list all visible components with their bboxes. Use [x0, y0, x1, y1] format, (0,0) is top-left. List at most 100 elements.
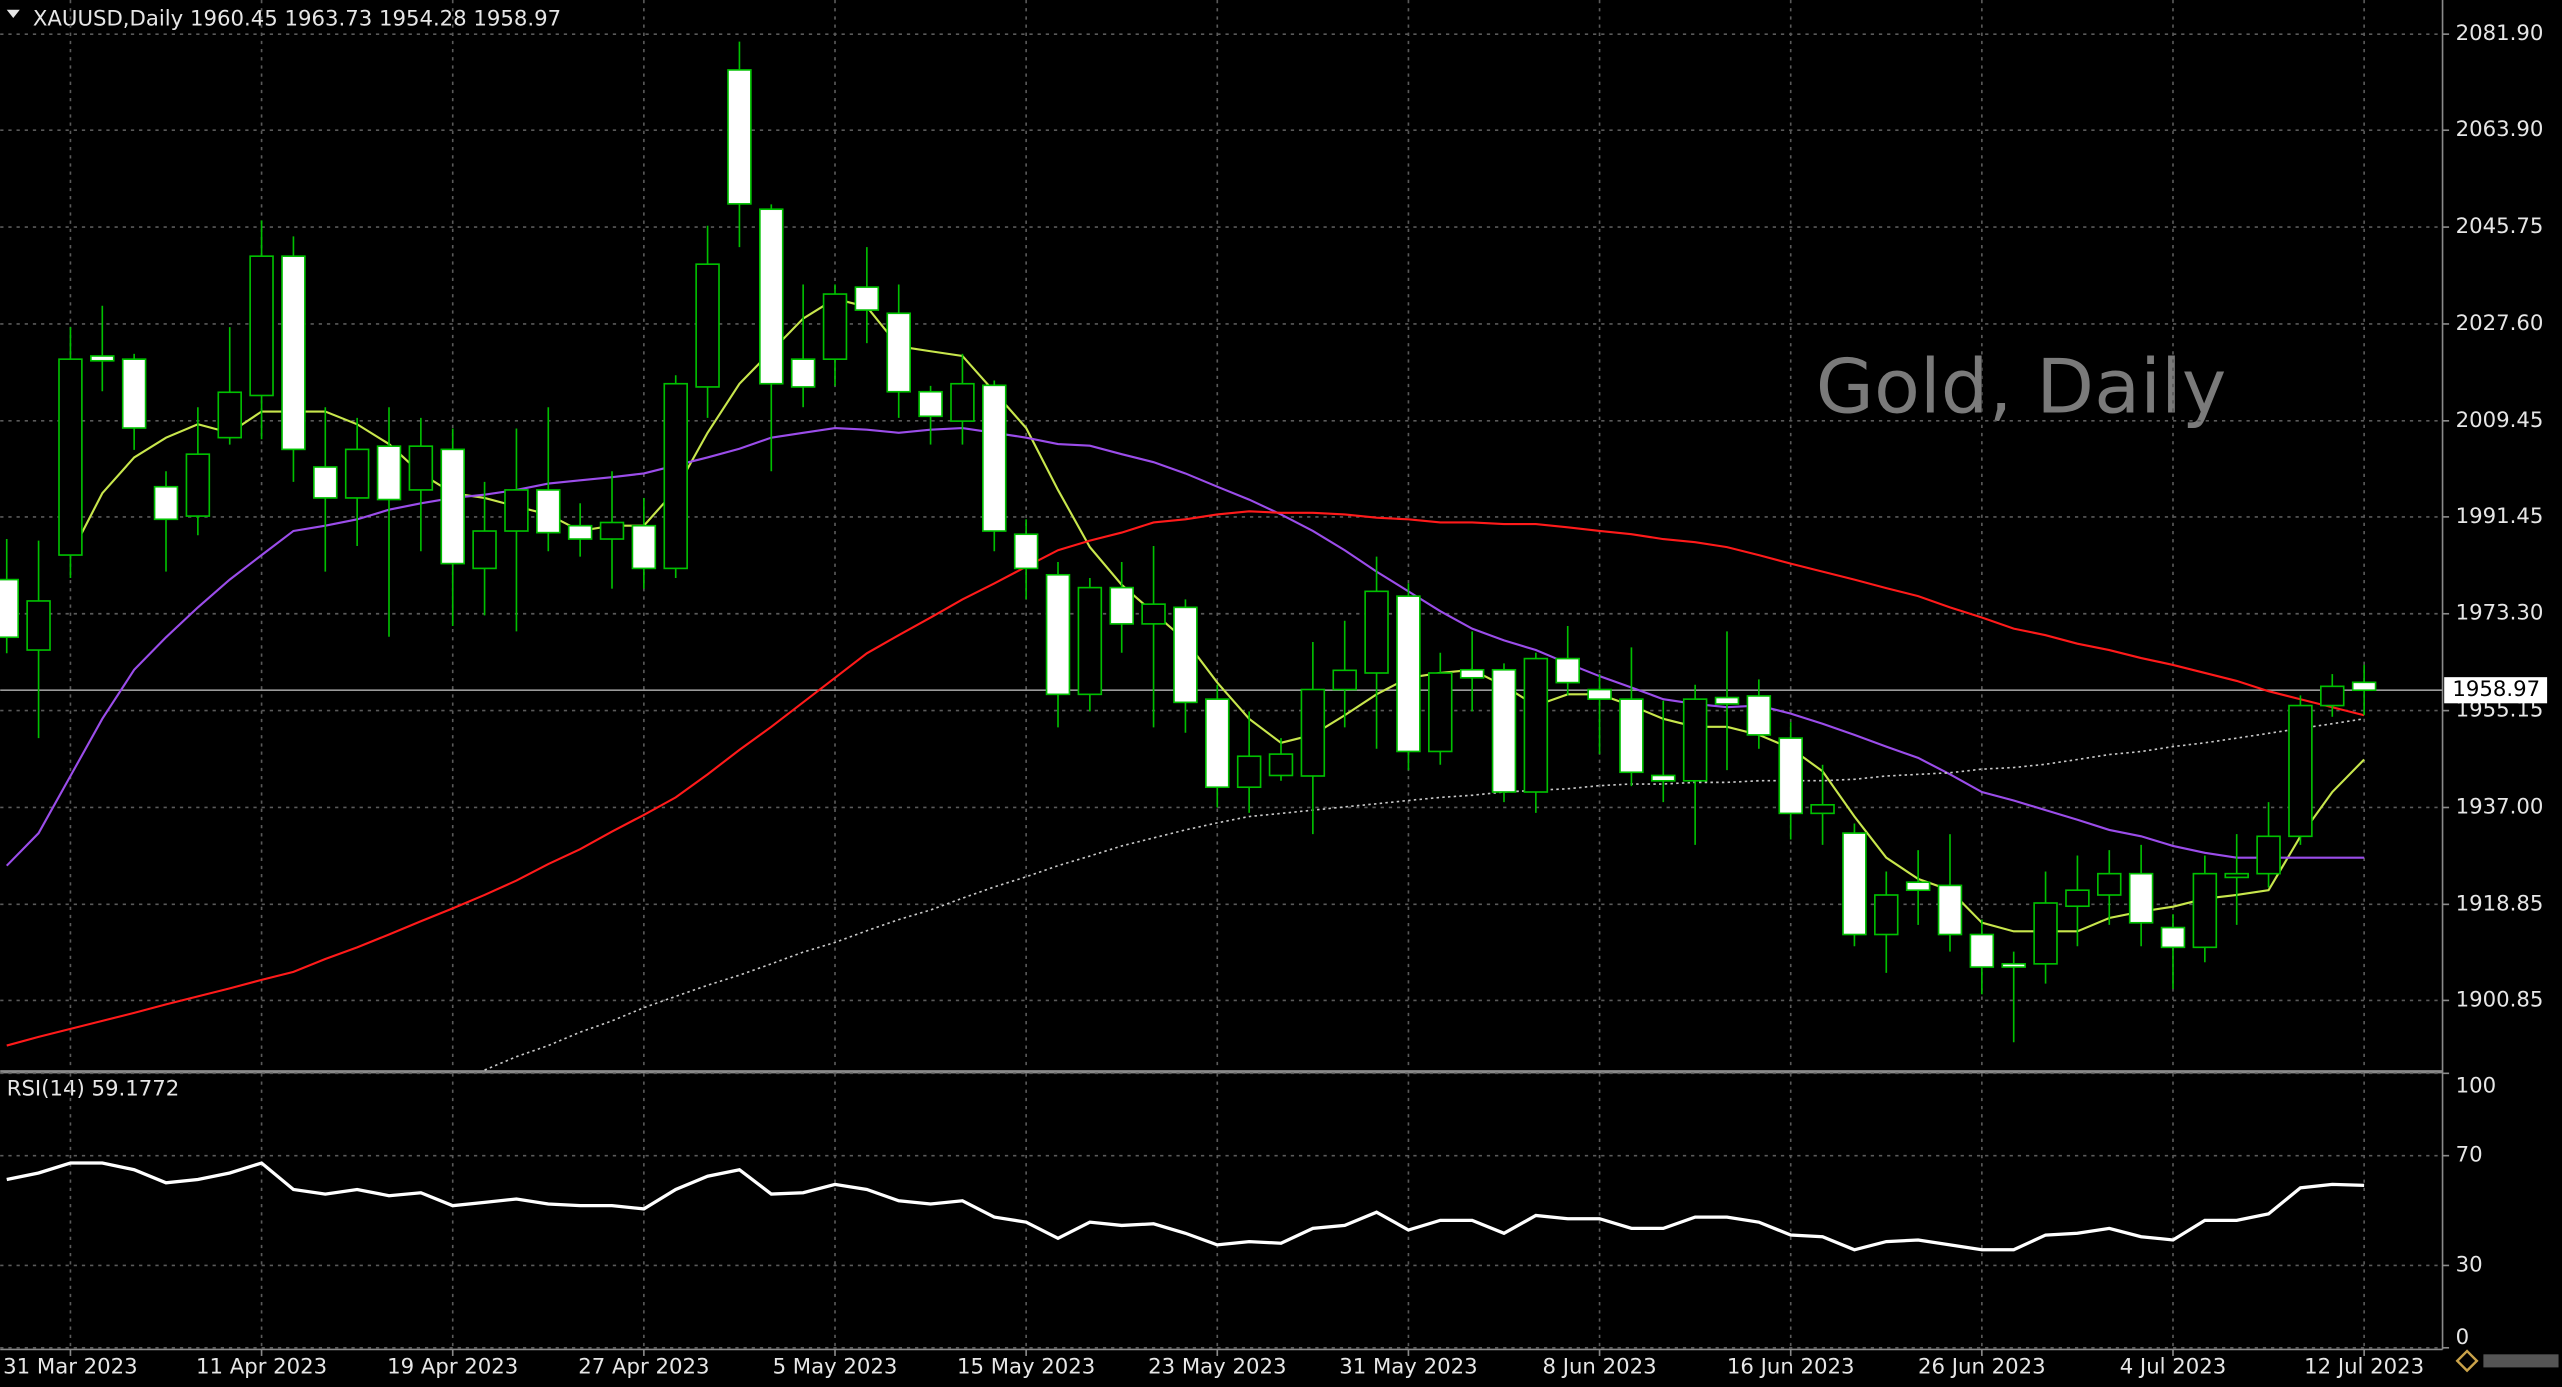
indicator-title: RSI(14) 59.1772: [7, 1077, 180, 1102]
candle-body: [822, 293, 848, 360]
candle-body: [2288, 704, 2313, 838]
candle-body: [1396, 595, 1421, 753]
candle-body: [759, 208, 784, 385]
candle-body: [1651, 774, 1676, 782]
candle-body: [631, 524, 657, 570]
y-tick-label: 2045.75: [2456, 214, 2544, 239]
candle-body: [2192, 872, 2218, 949]
x-tick-label: 26 Jun 2023: [1918, 1354, 2046, 1379]
y-tick-label: 1937.00: [2456, 794, 2544, 819]
candle-body: [185, 453, 211, 517]
candle-body: [408, 445, 434, 491]
candle-body: [1077, 586, 1103, 696]
candle-body: [472, 530, 497, 570]
candle-body: [854, 286, 880, 311]
candle-body: [1013, 533, 1039, 570]
candle-body: [1905, 881, 1931, 892]
candle-body: [1109, 586, 1134, 625]
menu-arrow[interactable]: [6, 9, 20, 18]
rsi-line: [6, 1161, 2365, 1252]
x-tick-label: 11 Apr 2023: [196, 1354, 327, 1379]
y-tick-label: 1991.45: [2456, 504, 2544, 529]
candle-body: [1141, 603, 1166, 625]
candle-body: [2097, 872, 2122, 896]
candle-body: [504, 489, 529, 532]
candle-body: [1778, 737, 1803, 815]
candle-body: [281, 255, 306, 451]
candle-body: [1746, 695, 1772, 736]
candle-body: [1205, 698, 1230, 789]
watermark: Gold, Daily: [1816, 343, 2227, 431]
candle-body: [249, 255, 274, 397]
candle-body: [313, 466, 338, 499]
y-tick-label: 30: [2456, 1252, 2483, 1277]
y-tick-label: 1973.30: [2456, 601, 2544, 626]
chart-title: XAUUSD,Daily 1960.45 1963.73 1954.28 195…: [33, 7, 561, 32]
candle-body: [1587, 688, 1612, 700]
candle-body: [2224, 872, 2249, 879]
x-tick-label: 27 Apr 2023: [578, 1354, 709, 1379]
candle-body: [790, 358, 816, 388]
x-tick-label: 31 May 2023: [1339, 1354, 1477, 1379]
x-tick-label: 31 Mar 2023: [3, 1354, 138, 1379]
x-tick-label: 16 Jun 2023: [1727, 1354, 1855, 1379]
x-tick-label: 12 Jul 2023: [2304, 1354, 2424, 1379]
candle-body: [217, 391, 242, 439]
candle-body: [2256, 835, 2281, 875]
candle-body: [1268, 753, 1294, 777]
candle-body: [1045, 573, 1071, 696]
y-tick-label: 2027.60: [2456, 311, 2544, 336]
candle-body: [1332, 669, 1357, 691]
candle-body: [1236, 755, 1262, 789]
candle-body: [58, 358, 83, 556]
candle-body: [1523, 657, 1549, 793]
x-tick-label: 8 Jun 2023: [1542, 1354, 1656, 1379]
candle-body: [1619, 698, 1644, 774]
candle-body: [440, 448, 465, 565]
candle-body: [1173, 606, 1198, 704]
candle-body: [2160, 926, 2186, 949]
candle-body: [567, 524, 593, 540]
candle-body: [1874, 894, 1899, 936]
x-tick-label: 23 May 2023: [1148, 1354, 1286, 1379]
candle-body: [1969, 933, 1995, 968]
candle-body: [2033, 902, 2058, 965]
candle-body: [1842, 832, 1867, 936]
moving-average: [6, 510, 2365, 1047]
y-tick-label: 1900.85: [2456, 987, 2544, 1012]
y-tick-label: 2063.90: [2456, 117, 2544, 142]
candle-body: [1459, 668, 1485, 679]
candle-body: [1555, 657, 1580, 684]
logo: [2455, 1349, 2559, 1373]
candle-body: [376, 445, 402, 501]
candle-body: [2128, 872, 2154, 924]
candle-body: [0, 578, 19, 639]
candle-body: [1714, 696, 1740, 705]
x-tick-label: 15 May 2023: [957, 1354, 1095, 1379]
candle-body: [1682, 698, 1708, 782]
candle-body: [90, 355, 115, 362]
candle-body: [1810, 803, 1835, 815]
candle-body: [695, 263, 720, 388]
x-tick-label: 19 Apr 2023: [387, 1354, 518, 1379]
candle-body: [121, 358, 147, 429]
candle-body: [2065, 889, 2090, 908]
candle-body: [950, 382, 975, 422]
candle-body: [918, 390, 943, 418]
candle-body: [26, 600, 51, 651]
candle-body: [153, 485, 179, 521]
candle-body: [536, 489, 561, 534]
y-tick-label: 70: [2456, 1143, 2483, 1168]
candle-body: [1300, 688, 1326, 777]
candle-body: [982, 384, 1007, 532]
y-tick-label: 0: [2456, 1325, 2470, 1350]
candle-body: [2001, 963, 2026, 968]
candle-body: [727, 69, 752, 205]
candle-body: [2351, 681, 2377, 692]
x-tick-label: 5 May 2023: [773, 1354, 898, 1379]
y-tick-label: 1918.85: [2456, 891, 2544, 916]
last-price-label: 1958.97: [2452, 677, 2540, 702]
